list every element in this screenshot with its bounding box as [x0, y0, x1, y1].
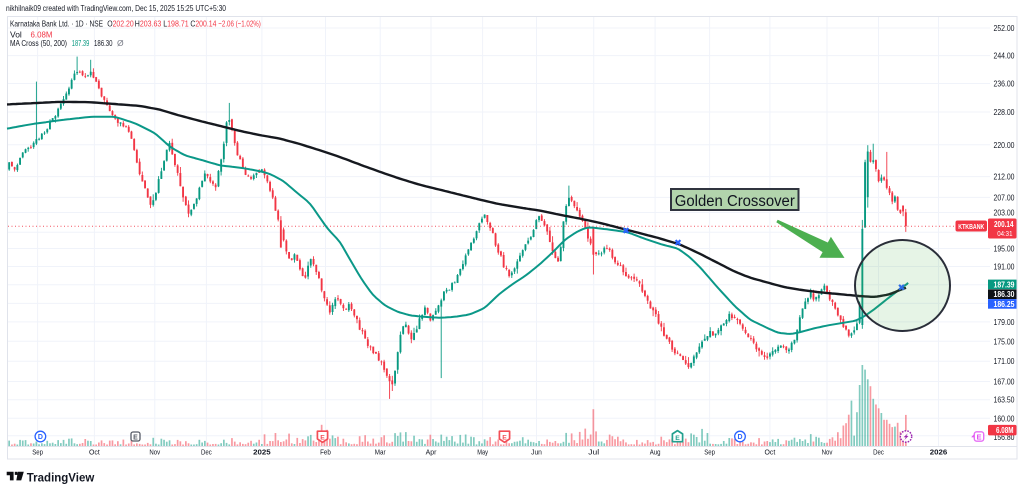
- svg-text:252.00: 252.00: [994, 23, 1015, 33]
- svg-text:Dec: Dec: [201, 447, 212, 456]
- svg-text:May: May: [477, 447, 488, 456]
- svg-text:E: E: [320, 434, 325, 441]
- svg-text:156.80: 156.80: [994, 432, 1015, 442]
- svg-text:nikhilnaik09 created with Trad: nikhilnaik09 created with TradingView.co…: [6, 4, 226, 13]
- svg-text:Ø: Ø: [117, 38, 124, 48]
- svg-text:E: E: [976, 432, 981, 441]
- svg-text:H203.63: H203.63: [135, 18, 162, 28]
- svg-text:195.00: 195.00: [994, 244, 1015, 254]
- svg-text:E: E: [675, 435, 680, 442]
- svg-text:187.39: 187.39: [994, 280, 1015, 290]
- svg-text:212.00: 212.00: [994, 172, 1015, 182]
- svg-text:Oct: Oct: [89, 447, 101, 456]
- svg-text:228.00: 228.00: [994, 107, 1015, 117]
- svg-text:200.14: 200.14: [994, 219, 1014, 229]
- svg-text:167.00: 167.00: [994, 377, 1015, 387]
- svg-text:186.25: 186.25: [994, 299, 1015, 309]
- svg-text:Nov: Nov: [149, 447, 160, 456]
- svg-text:203.00: 203.00: [994, 208, 1015, 218]
- svg-text:186.30: 186.30: [94, 38, 113, 48]
- svg-text:171.00: 171.00: [994, 356, 1015, 366]
- svg-text:L198.71: L198.71: [163, 18, 189, 28]
- svg-text:E: E: [133, 434, 138, 441]
- svg-text:186.30: 186.30: [994, 289, 1015, 299]
- svg-text:E: E: [502, 434, 507, 441]
- svg-text:2026: 2026: [930, 447, 948, 456]
- svg-text:179.00: 179.00: [994, 317, 1015, 327]
- svg-text:C200.14: C200.14: [190, 18, 216, 28]
- svg-text:Jun: Jun: [531, 447, 542, 456]
- svg-text:Golden Crossover: Golden Crossover: [675, 193, 795, 210]
- svg-text:KTKBANK: KTKBANK: [958, 222, 985, 231]
- svg-text:207.00: 207.00: [994, 192, 1015, 202]
- svg-text:D: D: [737, 434, 742, 441]
- svg-text:6.08M: 6.08M: [31, 30, 53, 40]
- svg-text:MA Cross (50, 200): MA Cross (50, 200): [10, 38, 67, 48]
- svg-text:6.08M: 6.08M: [996, 426, 1014, 435]
- svg-text:−2.06 (−1.02%): −2.06 (−1.02%): [218, 18, 261, 28]
- svg-text:163.50: 163.50: [994, 395, 1015, 405]
- svg-text:Apr: Apr: [426, 447, 437, 456]
- svg-text:Karnataka Bank Ltd. · 1D · NSE: Karnataka Bank Ltd. · 1D · NSE: [10, 18, 103, 28]
- svg-text:220.00: 220.00: [994, 140, 1015, 150]
- svg-text:Aug: Aug: [650, 447, 661, 456]
- svg-text:191.00: 191.00: [994, 262, 1015, 272]
- svg-text:04:31: 04:31: [997, 229, 1012, 238]
- svg-text:Feb: Feb: [320, 447, 331, 456]
- svg-text:160.00: 160.00: [994, 413, 1015, 423]
- svg-text:244.00: 244.00: [994, 51, 1015, 61]
- svg-text:Jul: Jul: [588, 447, 599, 456]
- svg-text:2025: 2025: [253, 447, 271, 456]
- svg-text:175.00: 175.00: [994, 336, 1015, 346]
- svg-text:O202.20: O202.20: [107, 18, 134, 28]
- svg-text:D: D: [38, 434, 43, 441]
- svg-text:Oct: Oct: [765, 447, 777, 456]
- svg-text:Mar: Mar: [375, 447, 386, 456]
- svg-text:236.00: 236.00: [994, 79, 1015, 89]
- svg-text:Sep: Sep: [704, 447, 715, 456]
- svg-text:Nov: Nov: [822, 447, 833, 456]
- svg-text:TradingView: TradingView: [27, 472, 95, 485]
- svg-text:Sep: Sep: [32, 447, 43, 456]
- svg-text:187.39: 187.39: [72, 38, 90, 48]
- svg-text:Dec: Dec: [873, 447, 884, 456]
- svg-text:Vol: Vol: [10, 30, 22, 40]
